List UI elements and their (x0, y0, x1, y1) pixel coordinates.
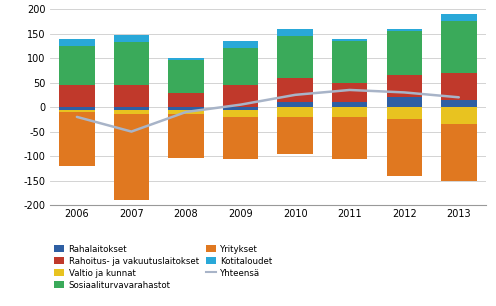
Bar (386, 29, 422, 31)
Bar (223, 107, 258, 110)
Bar (168, 107, 204, 110)
Bar (386, 97, 422, 107)
Bar (277, 117, 313, 154)
Bar (332, 41, 368, 83)
Bar (114, 35, 149, 42)
Bar (59, 112, 95, 166)
Bar (277, 29, 313, 36)
Bar (386, 75, 422, 97)
Bar (168, 58, 204, 60)
Bar (441, 73, 477, 100)
Bar (277, 78, 313, 102)
Bar (59, 85, 95, 107)
Legend: Rahalaitokset, Rahoitus- ja vakuutuslaitokset, Valtio ja kunnat, Sosiaaliturvava: Rahalaitokset, Rahoitus- ja vakuutuslait… (54, 244, 272, 289)
Bar (223, 41, 258, 48)
Bar (114, 114, 149, 200)
Bar (223, 117, 258, 159)
Bar (332, 39, 368, 41)
Bar (114, 85, 149, 107)
Bar (223, 85, 258, 107)
Bar (59, 39, 95, 46)
Bar (386, 119, 422, 176)
Bar (441, 14, 477, 21)
Bar (223, 110, 258, 117)
Bar (168, 114, 204, 158)
Bar (277, 102, 313, 107)
Bar (59, 110, 95, 112)
Bar (332, 117, 368, 159)
Bar (441, 107, 477, 124)
Bar (114, 42, 149, 85)
Bar (114, 107, 149, 110)
Bar (441, 21, 477, 73)
Bar (223, 48, 258, 85)
Bar (114, 110, 149, 114)
Bar (168, 60, 204, 93)
Bar (168, 110, 204, 114)
Bar (59, 46, 95, 85)
Bar (386, 107, 422, 119)
Bar (441, 124, 477, 181)
Bar (332, 107, 368, 117)
Bar (168, 93, 204, 107)
Bar (277, 107, 313, 117)
Bar (441, 100, 477, 107)
Bar (332, 102, 368, 107)
Bar (386, 31, 422, 75)
Bar (59, 107, 95, 110)
Bar (277, 36, 313, 78)
Bar (332, 83, 368, 102)
